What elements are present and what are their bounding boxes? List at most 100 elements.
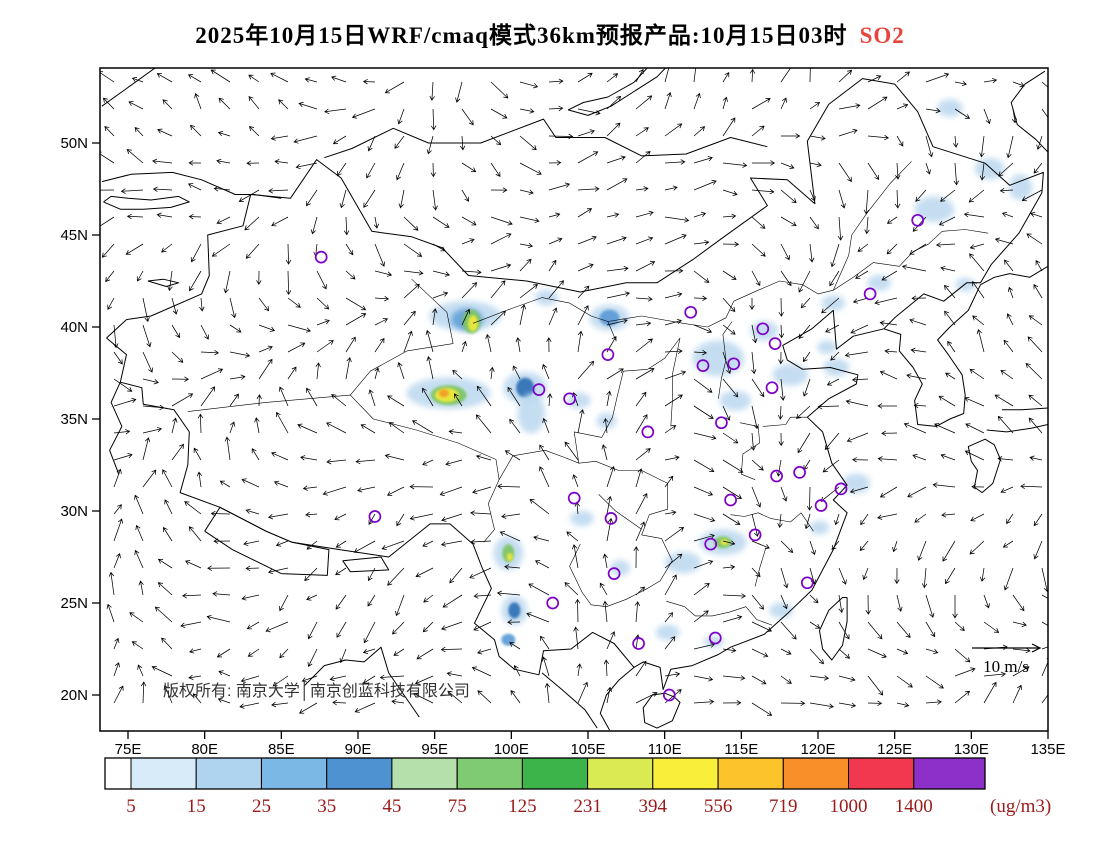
- province-border: [569, 543, 592, 605]
- province-border: [591, 588, 648, 607]
- lon-tick-label: 115E: [724, 741, 758, 758]
- lon-tick-label: 110E: [648, 741, 682, 758]
- city-marker: [532, 383, 546, 396]
- colorbar-tick-label: 5: [126, 796, 136, 817]
- pollution-layer: [406, 99, 1033, 648]
- pollution-patch: [501, 633, 516, 646]
- colorbar-tick-label: 394: [639, 796, 668, 817]
- city-marker: [563, 392, 576, 406]
- city-marker: [368, 510, 382, 523]
- lon-tick-label: 125E: [877, 741, 912, 758]
- city-marker: [727, 357, 741, 371]
- axes: 50N 45N 40N 35N 30N 25N 20N 75E 80E 85E 90E 95E 100E…: [60, 135, 1065, 758]
- pollution-patch: [596, 412, 617, 429]
- copyright-text: 版权所有: 南京大学│南京创蓝科技有限公司: [163, 681, 470, 701]
- colorbar-cell: [130, 757, 197, 790]
- pollution-patch: [867, 274, 892, 291]
- pollution-patch: [655, 624, 680, 641]
- city-marker: [696, 359, 710, 372]
- colorbar-cell: [456, 757, 523, 790]
- city-marker: [684, 305, 698, 319]
- page-title: 2025年10月15日WRF/cmaq模式36km预报产品:10月15日03时 S…: [0, 16, 1100, 50]
- city-marker: [662, 688, 676, 702]
- pollution-patch: [809, 520, 830, 535]
- coastline-border: [1010, 70, 1048, 153]
- title-text: 2025年10月15日WRF/cmaq模式36km预报产品:10月15日03时: [195, 23, 848, 48]
- city-marker: [768, 337, 782, 350]
- lat-tick-label: 50N: [60, 135, 88, 152]
- coastline-border: [101, 68, 156, 107]
- colorbar-tick-label: 719: [769, 796, 798, 817]
- lon-tick-label: 95E: [421, 741, 448, 758]
- coastline-border: [147, 278, 180, 287]
- title-pollutant: SO2: [859, 23, 905, 48]
- pollution-patch: [517, 393, 546, 434]
- colorbar-tick-label: 75: [448, 796, 467, 817]
- colorbar-cell: [195, 757, 262, 790]
- city-marker: [314, 250, 328, 264]
- colorbar-tick-label: 231: [573, 796, 602, 817]
- coastline-border: [642, 692, 681, 729]
- city-marker: [793, 466, 806, 479]
- geography-layer: [101, 68, 1048, 731]
- city-marker: [567, 491, 581, 505]
- city-marker: [604, 512, 618, 525]
- pollution-patch: [508, 602, 521, 619]
- pollution-patch: [823, 358, 850, 377]
- coastline-border: [109, 381, 123, 475]
- coastline-border: [106, 78, 1044, 690]
- pollution-patch: [438, 389, 449, 398]
- colorbar-tick-label: 45: [382, 796, 401, 817]
- province-border: [730, 512, 814, 532]
- pollution-patch: [610, 560, 631, 576]
- colorbar-cell: [717, 757, 784, 790]
- city-marker: [834, 482, 848, 496]
- province-border: [833, 161, 912, 291]
- coastline-border: [567, 68, 667, 116]
- pollution-patch: [569, 510, 594, 527]
- colorbar-tick-label: 125: [508, 796, 537, 817]
- coastline-border: [101, 171, 282, 199]
- province-border: [739, 422, 760, 480]
- colorbar-cell: [587, 757, 654, 790]
- pollution-patch: [720, 539, 729, 546]
- province-border: [754, 547, 767, 587]
- city-marker: [601, 348, 615, 361]
- colorbar-cell: [652, 757, 719, 790]
- colorbar-tick-label: 1400: [895, 796, 933, 817]
- colorbar-cell: [848, 757, 915, 790]
- coastline-border: [1002, 407, 1048, 411]
- lat-tick-label: 40N: [60, 319, 88, 336]
- city-marker: [800, 576, 814, 590]
- province-border: [833, 229, 989, 291]
- lon-tick-label: 80E: [191, 741, 218, 758]
- colorbar-cell: [104, 757, 132, 790]
- wind-reference-label: 10 m/s: [983, 657, 1029, 676]
- wind-reference: 10 m/s: [972, 643, 1042, 676]
- lon-tick-label: 90E: [345, 741, 372, 758]
- lat-tick-label: 20N: [60, 687, 88, 704]
- city-marker: [715, 416, 728, 430]
- lat-tick-label: 30N: [60, 503, 88, 520]
- pollution-patch: [665, 551, 702, 574]
- province-border: [598, 494, 642, 530]
- coastline-border: [342, 556, 390, 573]
- colorbar: 5 15 25 35 45 75 125 231 394 556 719 1000 1400 (ug/m3…: [104, 757, 1051, 817]
- map-frame: [99, 67, 1049, 732]
- province-border: [762, 416, 808, 427]
- lon-tick-label: 130E: [954, 741, 989, 758]
- pollution-patch: [692, 340, 745, 377]
- lat-tick-label: 35N: [60, 411, 88, 428]
- pollution-patch: [1008, 174, 1033, 201]
- pollution-patch: [506, 553, 513, 561]
- coastline-border: [324, 118, 768, 159]
- pollution-patch: [936, 99, 963, 117]
- colorbar-cell: [391, 757, 458, 790]
- city-marker: [756, 322, 770, 336]
- colorbar-cell: [913, 757, 986, 790]
- colorbar-cell: [521, 757, 589, 790]
- colorbar-tick-label: 35: [317, 796, 336, 817]
- coastline-border: [541, 672, 598, 729]
